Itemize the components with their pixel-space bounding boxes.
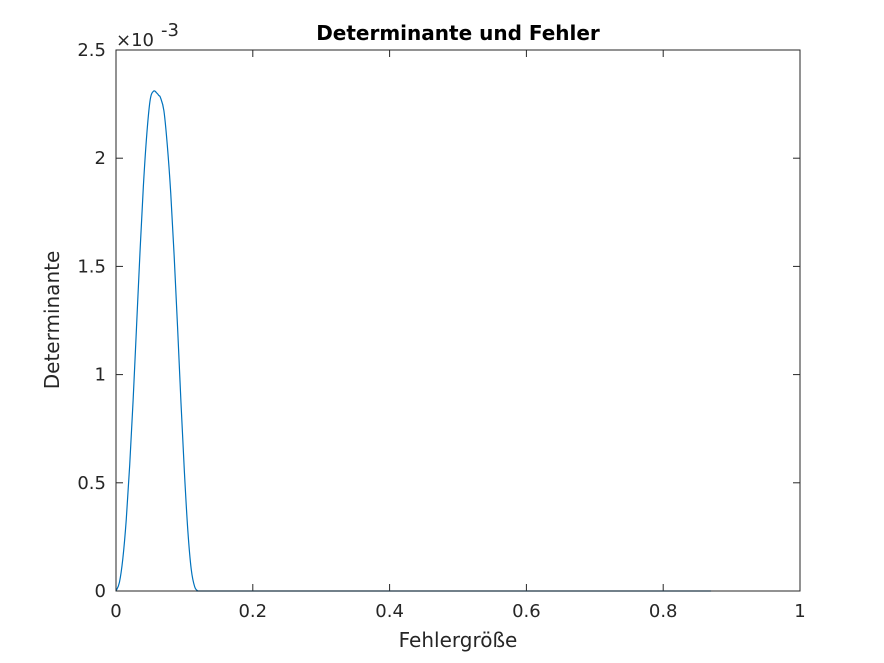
- y-tick-label: 1: [95, 365, 106, 386]
- x-axis-label: Fehlergröße: [399, 628, 518, 652]
- tick-label-layer: 0 0.2 0.4 0.6 0.8 1 0 0.5 1 1.5 2 2.5: [77, 40, 805, 622]
- x-tick-label: 0.8: [649, 601, 678, 622]
- y-exponent-base: ×10: [116, 30, 154, 51]
- x-tick-label: 0.4: [375, 601, 404, 622]
- y-tick-label: 2: [95, 148, 106, 169]
- y-tick-label: 2.5: [77, 40, 106, 61]
- y-exponent-power: -3: [161, 20, 179, 41]
- y-axis-label: Determinante: [40, 251, 64, 390]
- x-tick-label: 1: [794, 601, 805, 622]
- x-tick-label: 0.6: [512, 601, 541, 622]
- x-tick-label: 0.2: [238, 601, 267, 622]
- chart-title: Determinante und Fehler: [316, 21, 600, 45]
- y-tick-label: 0: [95, 581, 106, 602]
- y-axis-exponent: ×10 -3: [116, 20, 179, 51]
- y-tick-label: 0.5: [77, 473, 106, 494]
- x-tick-label: 0: [110, 601, 121, 622]
- plot-frame: [115, 49, 801, 592]
- y-tick-label: 1.5: [77, 256, 106, 277]
